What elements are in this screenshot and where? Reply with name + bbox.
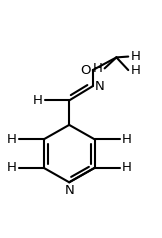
Text: H: H (93, 62, 102, 75)
Text: H: H (6, 133, 16, 146)
Text: O: O (80, 64, 91, 77)
Text: N: N (95, 79, 105, 93)
Text: H: H (6, 161, 16, 174)
Text: N: N (64, 184, 74, 198)
Text: H: H (122, 133, 132, 146)
Text: H: H (130, 50, 140, 63)
Text: H: H (130, 64, 140, 77)
Text: H: H (33, 94, 42, 107)
Text: H: H (122, 161, 132, 174)
